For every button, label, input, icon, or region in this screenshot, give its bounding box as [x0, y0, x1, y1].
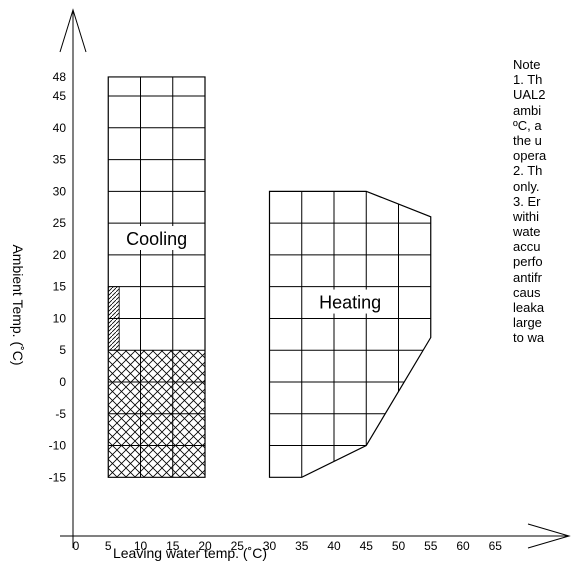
region-label: Heating — [319, 293, 381, 313]
note-line: 2. Th — [513, 163, 543, 179]
region-fill — [269, 191, 431, 478]
note-line: perfo — [513, 254, 543, 270]
y-tick-label: -15 — [49, 470, 67, 484]
note-line: opera — [513, 148, 547, 164]
note-line: only. — [513, 178, 540, 194]
region-cooling: Cooling — [107, 76, 206, 478]
y-axis-label: Ambient Temp. (˚C) — [10, 244, 26, 365]
x-tick-label: 25 — [231, 539, 245, 553]
x-tick-label: 40 — [327, 539, 341, 553]
region-heating: Heating — [268, 190, 432, 478]
x-tick-label: 10 — [134, 539, 148, 553]
x-tick-label: 20 — [198, 539, 212, 553]
note-line: ºC, a — [513, 117, 542, 133]
y-tick-label: -10 — [49, 439, 67, 453]
x-tick-label: 65 — [489, 539, 503, 553]
y-tick-label: 45 — [53, 89, 67, 103]
y-tick-label: -5 — [55, 407, 66, 421]
note-line: 1. Th — [513, 72, 543, 88]
region-grid — [108, 76, 205, 478]
y-tick-label: 48 — [53, 70, 67, 84]
y-tick-label: 0 — [59, 375, 66, 389]
y-tick-label: 25 — [53, 216, 67, 230]
note-line: large — [513, 315, 542, 331]
x-tick-label: 30 — [263, 539, 277, 553]
note-line: the u — [513, 132, 542, 148]
note-line: to wa — [513, 330, 545, 346]
y-tick-label: 15 — [53, 280, 67, 294]
region-outline — [268, 190, 432, 478]
note-line: ambi — [513, 102, 542, 118]
note-line: UAL2 — [513, 87, 546, 103]
x-tick-label: 55 — [424, 539, 438, 553]
axis-ticks: 0 5 10 15 20 25 30 35 40 45 50 55 60 65 -15 -10 -5 0 5 10 15… — [49, 70, 503, 553]
y-tick-label: 30 — [53, 184, 67, 198]
notes-text: Note 1. Th UAL2 ambi ºC, a the u opera 2. Th onl… — [513, 57, 571, 346]
x-axis-arrow-icon — [527, 523, 571, 549]
region-label: Cooling — [126, 229, 187, 249]
region-label-bg — [111, 226, 202, 251]
y-tick-label: 20 — [53, 248, 67, 262]
note-line: leaka — [513, 300, 545, 315]
x-tick-label: 15 — [166, 539, 180, 553]
note-line: 3. Er — [513, 193, 541, 209]
x-tick-label: 5 — [105, 539, 112, 553]
note-line: wate — [513, 224, 541, 240]
operating-regions: Cooling Heating — [107, 76, 432, 478]
region-label-bg — [307, 289, 394, 314]
note-line: Note — [513, 57, 541, 72]
y-tick-label: 10 — [53, 311, 67, 325]
y-tick-label: 40 — [53, 121, 67, 135]
x-axis-label: Leaving water temp. (˚C) — [113, 545, 267, 561]
note-line: antifr — [513, 269, 542, 285]
note-line: withi — [513, 208, 540, 224]
y-tick-label: 35 — [53, 153, 67, 167]
note-line: caus — [513, 284, 541, 300]
note-line: accu — [513, 239, 541, 255]
x-tick-label: 50 — [392, 539, 406, 553]
x-tick-label: 60 — [456, 539, 470, 553]
region-outline — [107, 76, 206, 478]
x-tick-label: 0 — [73, 539, 80, 553]
x-tick-label: 45 — [360, 539, 374, 553]
x-tick-label: 35 — [295, 539, 309, 553]
y-tick-label: 5 — [59, 343, 66, 357]
y-axis-arrow-icon — [59, 8, 87, 53]
